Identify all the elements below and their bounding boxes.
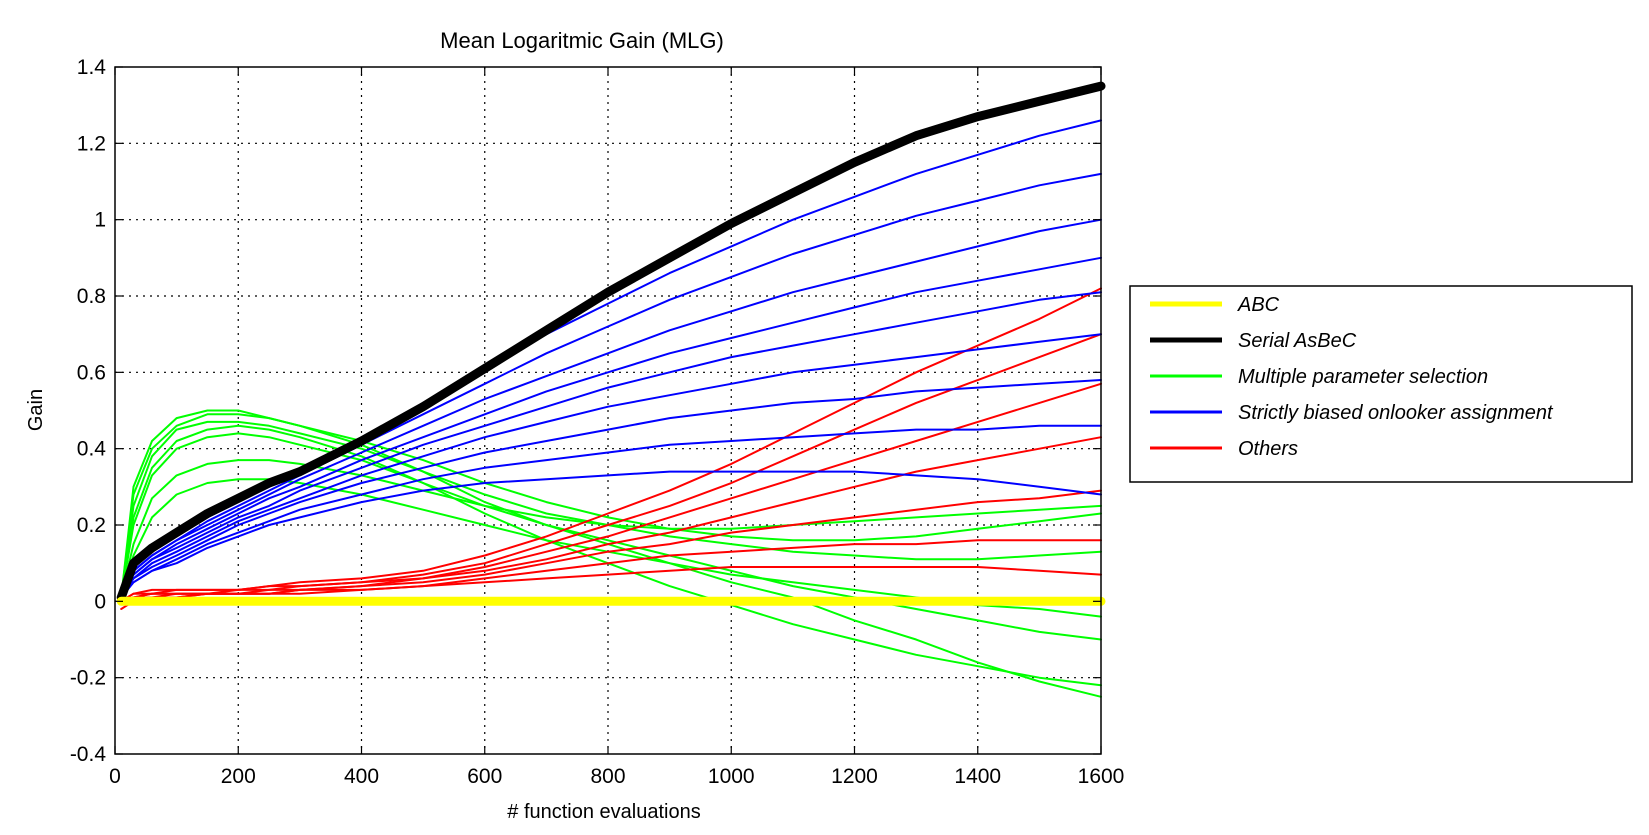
legend-label-others: Others bbox=[1238, 438, 1298, 460]
series-line-multiple-parameter-selection-2 bbox=[120, 420, 1102, 599]
series-line-others-2 bbox=[120, 333, 1102, 603]
series-line-multiple-parameter-selection-4 bbox=[120, 459, 1102, 599]
grid bbox=[115, 67, 1101, 754]
series-line-strictly-biased-onlooker-assignment-2 bbox=[120, 172, 1102, 599]
x-tick-label: 200 bbox=[221, 765, 256, 788]
x-tick-label: 1600 bbox=[1078, 765, 1125, 788]
x-axis-label: # function evaluations bbox=[507, 801, 700, 823]
series-line-strictly-biased-onlooker-assignment-5 bbox=[120, 291, 1102, 599]
x-tick-label: 600 bbox=[467, 765, 502, 788]
x-tick-label: 1200 bbox=[831, 765, 878, 788]
series-line-strictly-biased-onlooker-assignment-6 bbox=[120, 333, 1102, 599]
series-line-others-1 bbox=[120, 287, 1102, 603]
plot-lines bbox=[116, 81, 1106, 698]
y-axis-label: Gain bbox=[25, 389, 47, 431]
chart-title: Mean Logaritmic Gain (MLG) bbox=[440, 28, 724, 53]
y-tick-label: 0.4 bbox=[77, 438, 107, 461]
y-tick-label: -0.2 bbox=[70, 667, 106, 690]
legend: ABC Serial AsBeC Multiple parameter select… bbox=[1129, 285, 1633, 483]
series-line-multiple-parameter-selection-1 bbox=[120, 409, 1102, 698]
series-line-others-4 bbox=[120, 436, 1102, 603]
series-line-others-7 bbox=[120, 566, 1102, 603]
series-line-strictly-biased-onlooker-assignment-9 bbox=[120, 470, 1102, 599]
legend-label-multiple-parameter-selection: Multiple parameter selection bbox=[1238, 366, 1488, 388]
y-tick-label: 1.2 bbox=[77, 132, 106, 155]
series-line-multiple-parameter-selection-7 bbox=[120, 424, 1102, 687]
x-tick-label: 0 bbox=[109, 765, 121, 788]
y-axis-ticks: -0.4 -0.2 0 0.2 0.4 0.6 0.8 1 1.2 1.4 bbox=[70, 56, 1101, 766]
x-axis-ticks: 0 200 400 600 800 1000 1200 1400 1600 bbox=[109, 67, 1124, 788]
y-tick-label: 1 bbox=[94, 209, 106, 232]
x-tick-label: 1000 bbox=[708, 765, 755, 788]
series-line-strictly-biased-onlooker-assignment-7 bbox=[120, 379, 1102, 599]
legend-label-serial-asbec: Serial AsBeC bbox=[1238, 330, 1357, 352]
x-tick-label: 400 bbox=[344, 765, 379, 788]
y-tick-label: 0.6 bbox=[77, 361, 106, 384]
series-line-strictly-biased-onlooker-assignment-8 bbox=[120, 424, 1102, 599]
series-line-others-5 bbox=[120, 489, 1102, 603]
series-line-serial-asbec bbox=[116, 81, 1106, 602]
legend-label-strictly-biased-onlooker-assignment: Strictly biased onlooker assignment bbox=[1238, 402, 1554, 424]
y-tick-label: 0.2 bbox=[77, 514, 106, 537]
y-tick-label: 0.8 bbox=[77, 285, 106, 308]
legend-label-abc: ABC bbox=[1237, 294, 1280, 316]
y-tick-label: -0.4 bbox=[70, 743, 107, 766]
x-tick-label: 1400 bbox=[954, 765, 1001, 788]
y-tick-label: 1.4 bbox=[77, 56, 107, 79]
x-tick-label: 800 bbox=[590, 765, 625, 788]
series-line-multiple-parameter-selection-5 bbox=[120, 478, 1102, 618]
series-line-strictly-biased-onlooker-assignment-3 bbox=[120, 218, 1102, 599]
series-line-others-3 bbox=[120, 382, 1102, 603]
series-line-strictly-biased-onlooker-assignment-4 bbox=[120, 256, 1102, 599]
y-tick-label: 0 bbox=[94, 590, 106, 613]
